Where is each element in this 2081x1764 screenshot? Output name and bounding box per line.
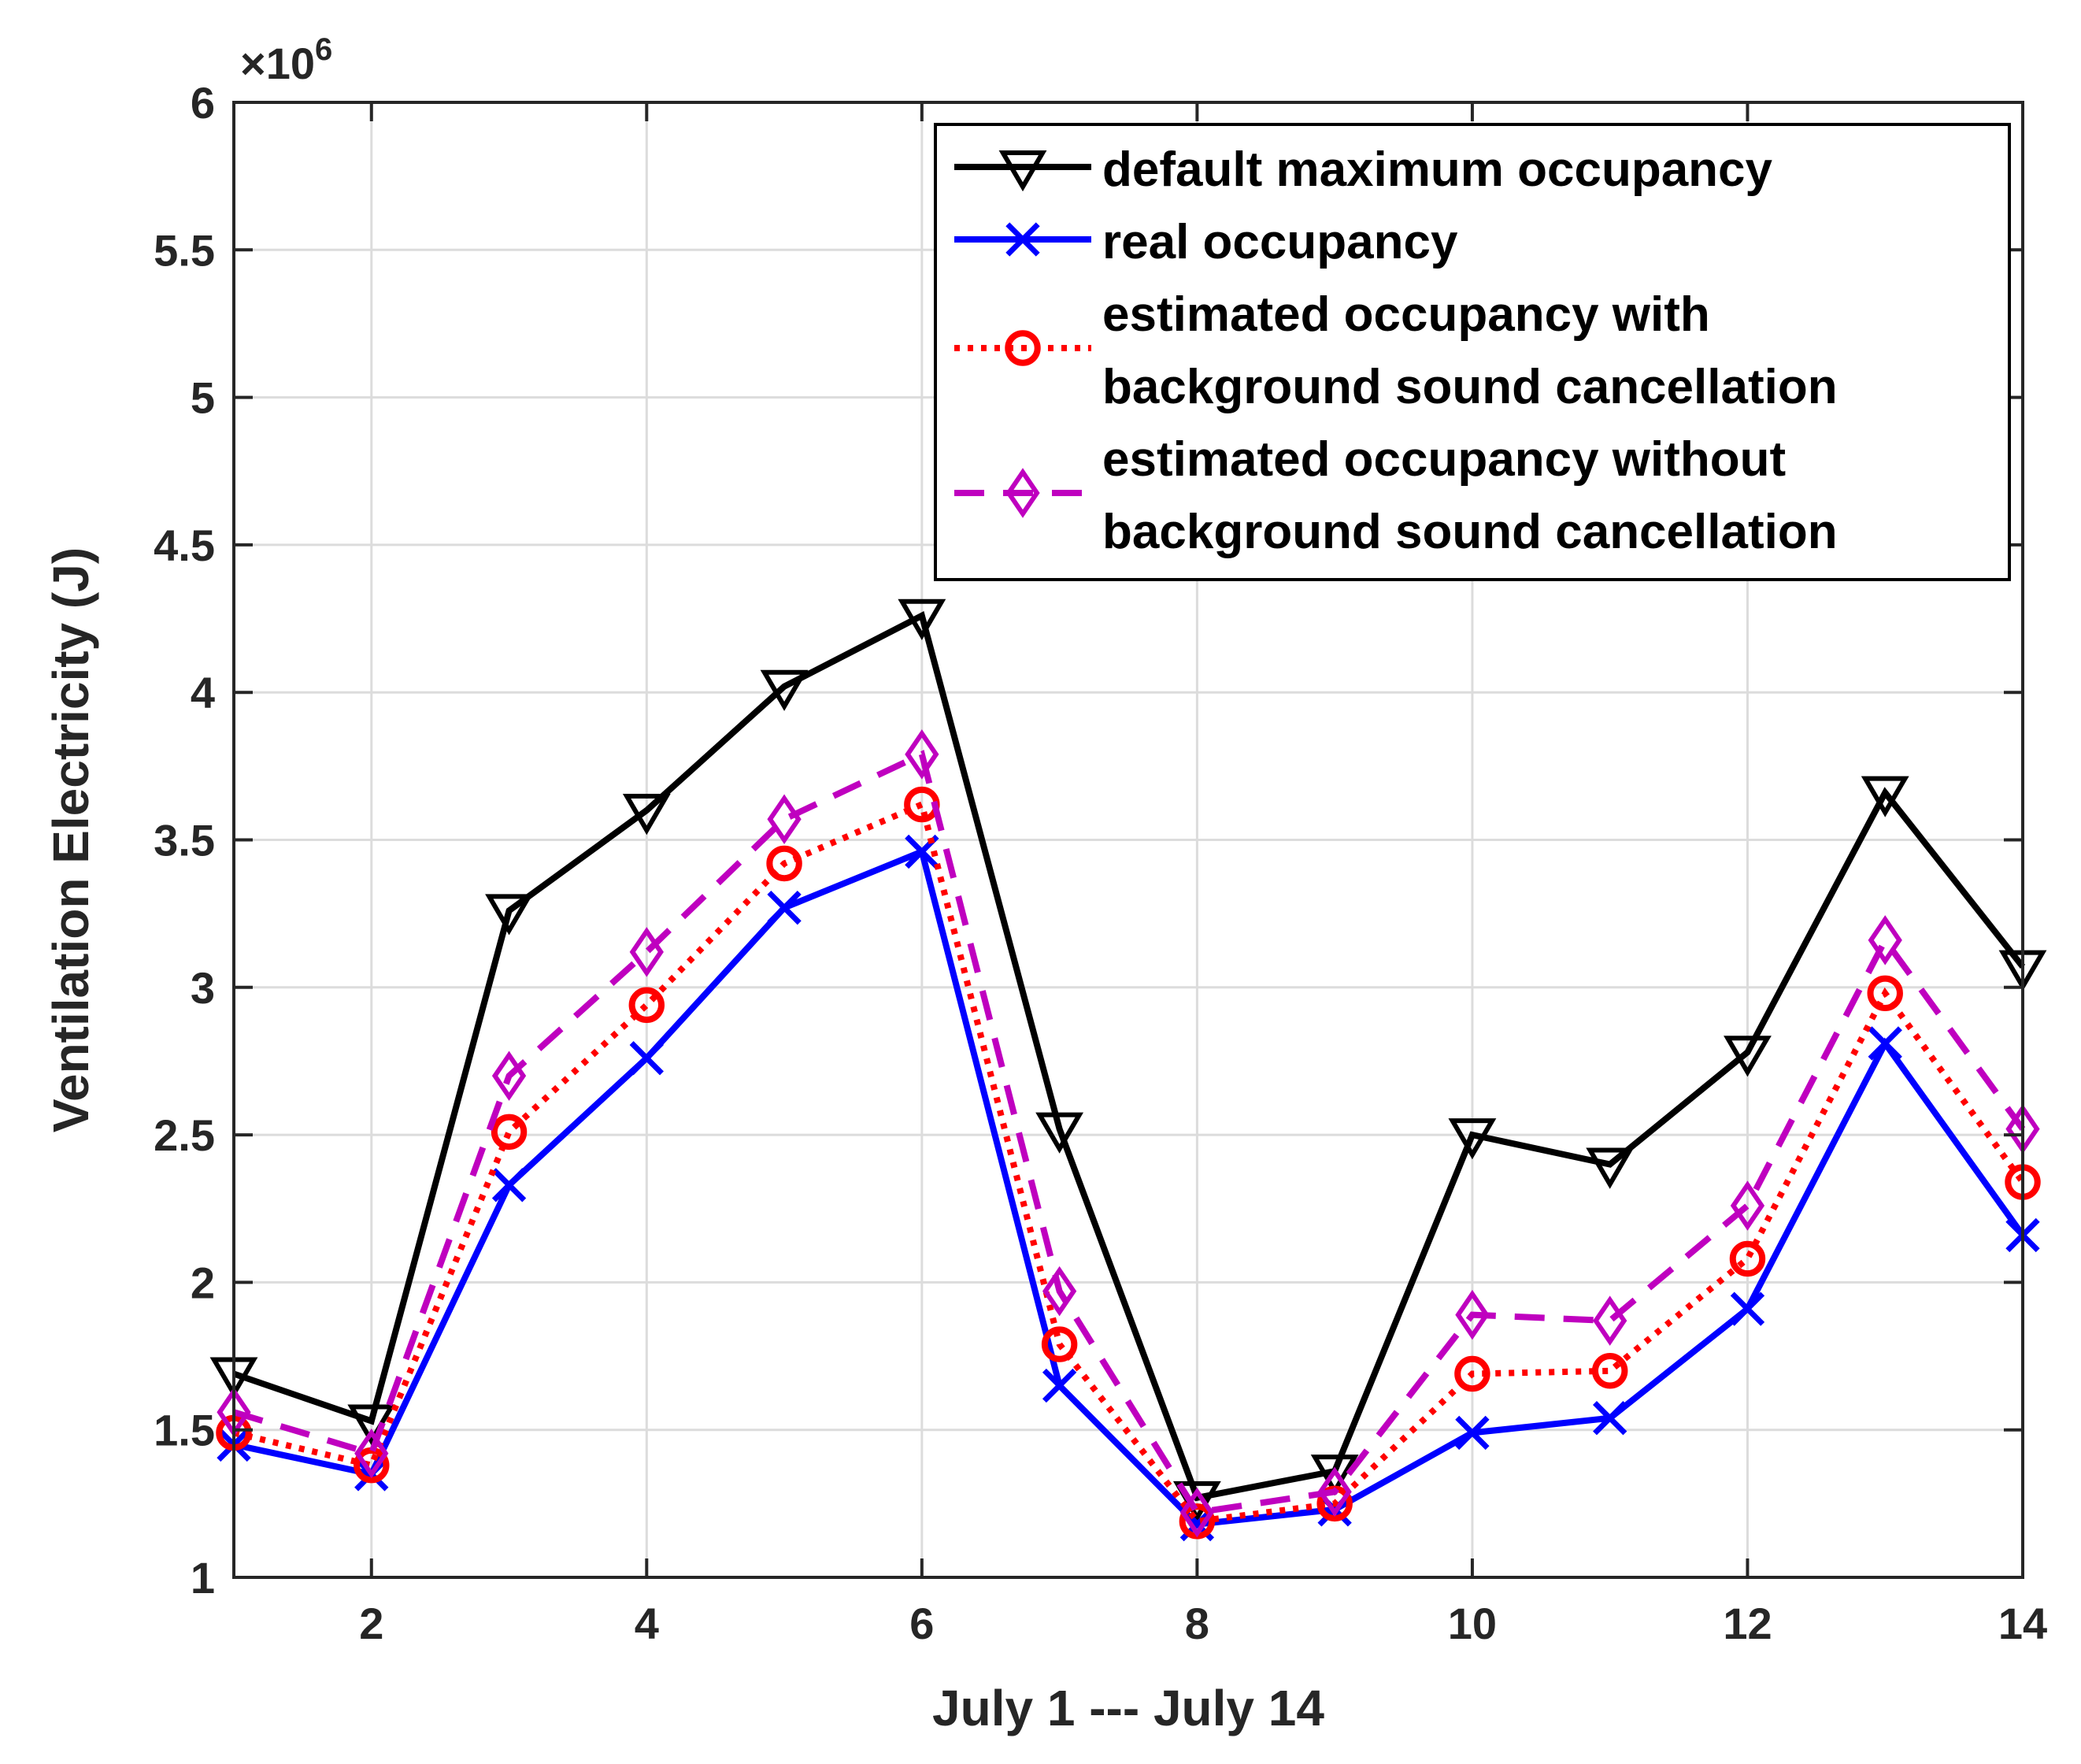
y-tick-label: 5	[191, 373, 215, 423]
marker-stroke	[1730, 1292, 1765, 1326]
data-point	[1586, 1147, 1635, 1189]
data-point	[1861, 776, 1909, 817]
data-point	[1730, 1180, 1765, 1231]
y-tick-label: 2.5	[154, 1110, 215, 1160]
marker-stroke	[1455, 1415, 1490, 1451]
series-line	[233, 800, 2026, 1525]
legend-item-4: estimated occupancy without background so…	[954, 432, 1838, 559]
data-point	[485, 894, 533, 936]
y-tick-label: 2	[191, 1258, 215, 1307]
x-tick-label: 14	[1998, 1599, 2047, 1648]
series-1	[209, 598, 2047, 1523]
data-point	[1593, 1295, 1627, 1346]
data-point	[1591, 1353, 1628, 1389]
legend-label: real occupancy	[1102, 215, 1458, 269]
x-tick-label: 4	[635, 1599, 659, 1648]
data-point	[767, 794, 802, 845]
data-point	[491, 1051, 527, 1101]
y-tick-label: 3	[191, 963, 215, 1013]
data-point	[1868, 1026, 1902, 1061]
marker-stroke	[1868, 1026, 1902, 1061]
y-tick-label: 3.5	[154, 816, 215, 865]
data-point	[1729, 1240, 1766, 1277]
marker-stroke	[1005, 222, 1040, 257]
y-exponent-power: 6	[315, 32, 332, 67]
ticks	[234, 101, 2024, 1579]
legend-marker	[1005, 222, 1040, 257]
x-tick-label: 6	[909, 1599, 934, 1648]
data-point	[1042, 1266, 1077, 1317]
data-point	[898, 598, 946, 640]
data-point	[1724, 1036, 1772, 1077]
y-tick-label: 6	[191, 78, 215, 128]
data-point	[1593, 1401, 1627, 1436]
data-point	[1317, 1466, 1352, 1518]
legend-item-2: real occupancy	[954, 215, 1458, 269]
marker-stroke	[629, 1041, 664, 1076]
series-line	[233, 847, 2026, 1528]
y-exponent-label: ×106	[240, 32, 332, 88]
series-line	[232, 750, 2026, 1516]
marker-stroke	[1042, 1368, 1077, 1403]
data-point	[767, 890, 802, 925]
data-point	[905, 729, 939, 780]
legend-item-1: default maximum occupancy	[954, 143, 1773, 197]
series-layer	[209, 598, 2047, 1542]
x-tick-label: 2	[359, 1599, 383, 1648]
x-tick-label: 10	[1448, 1599, 1497, 1648]
data-point	[1179, 1487, 1215, 1538]
data-point	[629, 927, 664, 977]
data-point	[1868, 915, 1902, 965]
marker-stroke	[767, 890, 802, 925]
x-axis-title: July 1 --- July 14	[932, 1680, 1324, 1736]
data-point	[628, 987, 665, 1023]
data-point	[622, 794, 671, 836]
y-tick-label: 4	[191, 668, 215, 717]
y-exponent-base: ×10	[240, 39, 315, 88]
data-point	[1310, 1455, 1359, 1496]
tick-labels: 2 4 6 8 10 12 14 1 1.5 2 2.5 3 3.5 4 4.5 5 5.5 6	[154, 78, 2047, 1648]
legend-marker	[1005, 330, 1041, 366]
data-point	[1454, 1355, 1490, 1392]
legend-label: default maximum occupancy	[1102, 143, 1773, 197]
y-tick-label: 1	[191, 1553, 215, 1603]
data-point	[491, 1114, 528, 1151]
data-point	[354, 1428, 389, 1479]
legend-label: background sound cancellation	[1102, 360, 1838, 414]
data-point	[760, 669, 809, 711]
legend-marker	[998, 150, 1047, 192]
x-tick-label: 8	[1185, 1599, 1209, 1648]
x-tick-label: 12	[1723, 1599, 1772, 1648]
legend-box	[934, 123, 2011, 581]
data-point	[629, 1041, 664, 1076]
data-point	[491, 1168, 527, 1203]
data-point	[1041, 1326, 1078, 1362]
legend: default maximum occupancy real occupancy e…	[934, 123, 2011, 581]
data-point	[1035, 1112, 1084, 1154]
y-tick-label: 1.5	[154, 1406, 215, 1455]
y-axis-title: Ventilation Electricity (J)	[43, 547, 99, 1132]
series-2	[217, 834, 2040, 1542]
data-point	[1042, 1368, 1077, 1403]
data-point	[1455, 1289, 1490, 1340]
legend-label: estimated occupancy without	[1102, 432, 1786, 487]
marker-stroke	[1593, 1401, 1627, 1436]
legend-label: background sound cancellation	[1102, 505, 1838, 559]
marker-stroke	[491, 1168, 527, 1203]
y-tick-label: 5.5	[154, 225, 215, 275]
data-point	[766, 845, 802, 882]
data-point	[1448, 1118, 1497, 1160]
legend-marker	[1005, 468, 1040, 518]
data-point	[1867, 975, 1903, 1012]
y-tick-label: 4.5	[154, 521, 215, 570]
series-4	[217, 729, 2040, 1538]
data-point	[1455, 1415, 1490, 1451]
data-point	[1730, 1292, 1765, 1326]
data-point	[354, 1447, 390, 1484]
legend-item-3: estimated occupancy with background sound…	[954, 287, 1838, 414]
series-line	[232, 610, 2026, 1502]
legend-label: estimated occupancy with	[1102, 287, 1710, 342]
